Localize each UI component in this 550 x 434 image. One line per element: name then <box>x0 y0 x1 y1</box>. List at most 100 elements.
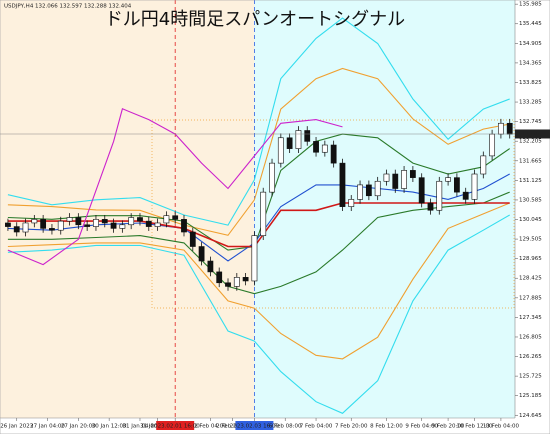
candle-body <box>128 217 135 226</box>
candle-body <box>321 144 328 153</box>
candle-body <box>418 177 425 204</box>
candle-body <box>383 173 390 182</box>
x-tick-label: 2023.02.03 16:00 <box>230 424 280 430</box>
candle-body <box>436 180 443 211</box>
candle-body <box>13 226 20 233</box>
y-tick-label: 128.965 <box>519 256 542 262</box>
candle-body <box>172 215 179 220</box>
candle-body <box>471 173 478 200</box>
y-tick-label: 134.365 <box>519 60 542 66</box>
x-tick-label: 9 Feb 20:00 <box>432 424 465 430</box>
candle-body <box>93 219 99 227</box>
candle-body <box>480 155 487 175</box>
candle-body <box>163 215 170 224</box>
candle-body <box>181 219 187 233</box>
y-tick-label: 125.185 <box>519 393 542 399</box>
y-tick-label: 135.985 <box>519 2 542 8</box>
candle-body <box>506 122 513 135</box>
candle-body <box>242 277 249 282</box>
candle-body <box>189 231 196 247</box>
candle-body <box>207 260 214 273</box>
y-tick-label: 127.885 <box>519 295 542 301</box>
chart-title: ドル円4時間足スパンオートシグナル <box>105 9 405 30</box>
candle-body <box>49 228 55 231</box>
y-tick-label: 132.745 <box>519 119 542 125</box>
plot-bg-right <box>254 0 515 418</box>
candle-body <box>427 202 434 211</box>
candle-body <box>462 191 469 200</box>
x-tick-label: 8 Feb 12:00 <box>370 424 403 430</box>
candle-body <box>101 219 108 224</box>
candle-body <box>154 222 161 227</box>
x-tick-highlight <box>235 421 274 430</box>
indicator-line <box>7 202 510 248</box>
candle-body <box>498 122 504 135</box>
candle-body <box>313 141 319 153</box>
y-tick-label: 126.265 <box>519 354 542 360</box>
x-tick-label: 2 Feb 20:00 <box>216 424 249 430</box>
y-tick-label: 129.505 <box>519 237 542 243</box>
candle-body <box>119 224 126 229</box>
candle-body <box>348 199 355 207</box>
candle-body <box>269 162 275 193</box>
x-tick-label: 26 Jan 2023 <box>0 424 33 430</box>
candle-body <box>392 173 399 189</box>
x-tick-label: 6 Feb 08:00 <box>269 424 302 430</box>
x-tick-label: 2023.02.01 16:00 <box>151 424 201 430</box>
candle-body <box>198 246 205 262</box>
candle-body <box>145 220 152 227</box>
x-tick-label: 7 Feb 04:00 <box>300 424 333 430</box>
y-tick-label: 135.445 <box>519 21 542 27</box>
x-tick-label: 13 Feb 04:00 <box>483 424 520 430</box>
y-tick-label: 124.645 <box>519 413 542 419</box>
candle-body <box>5 222 11 227</box>
y-tick-label: 131.665 <box>519 158 542 164</box>
candle-body <box>365 184 372 197</box>
candle-body <box>225 282 231 287</box>
candle-body <box>84 224 91 227</box>
indicator-line <box>7 67 510 236</box>
y-tick-label: 134.905 <box>519 41 542 47</box>
indicator-line <box>7 191 510 295</box>
y-tick-label: 131.125 <box>519 178 542 184</box>
candle-body <box>216 271 223 284</box>
candle-body <box>31 219 38 224</box>
x-tick-label: 9 Feb 04:00 <box>405 424 438 430</box>
y-tick-label: 128.425 <box>519 276 542 282</box>
candle-body <box>489 133 496 157</box>
candle-body <box>295 130 302 149</box>
candle-body <box>357 184 363 200</box>
candle-body <box>304 130 311 142</box>
candle-body <box>251 235 258 282</box>
candle-body <box>110 222 117 229</box>
indicator-line <box>7 133 511 251</box>
candle-body <box>277 137 284 164</box>
x-tick-label: 30 Jan 12:00 <box>92 424 127 430</box>
y-tick-label: 125.725 <box>519 374 542 380</box>
candle-body <box>75 217 82 226</box>
candle-body <box>66 217 73 222</box>
candle-body <box>286 137 293 149</box>
candle-body <box>40 219 47 229</box>
indicator-line <box>7 17 510 226</box>
y-tick-label: 132.205 <box>519 139 542 145</box>
x-tick-label: 7 Feb 20:00 <box>335 424 368 430</box>
candle-body <box>401 170 407 189</box>
y-tick-label: 130.045 <box>519 217 542 223</box>
candle-body <box>260 191 267 236</box>
y-tick-label: 133.285 <box>519 100 542 106</box>
y-tick-label: 133.825 <box>519 80 542 86</box>
x-tick-label: 31 Jan 04:00 <box>123 424 158 430</box>
x-tick-label: 27 Jan 04:00 <box>30 424 65 430</box>
candle-body <box>374 180 381 197</box>
x-tick-label: 27 Jan 20:00 <box>61 424 96 430</box>
candle-body <box>233 277 240 287</box>
indicator-line <box>7 214 510 414</box>
candle-body <box>453 177 460 193</box>
candle-body <box>339 162 346 207</box>
x-tick-highlight <box>156 421 195 430</box>
last-price-box <box>515 129 550 139</box>
x-tick-label: 10 Feb 12:00 <box>456 424 493 430</box>
